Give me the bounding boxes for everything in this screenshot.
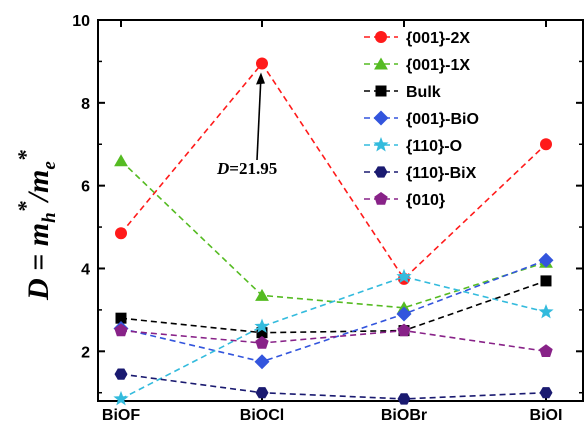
legend-label: {001}-1X	[406, 57, 470, 74]
legend-marker	[373, 137, 389, 152]
legend-label: {001}-BiO	[406, 111, 479, 128]
series-group	[115, 275, 552, 339]
legend-marker	[374, 166, 388, 178]
data-point	[115, 227, 127, 240]
data-point	[396, 268, 412, 284]
series-group	[115, 57, 552, 285]
legend-item: {110}-BiX	[364, 165, 477, 182]
data-point	[538, 304, 554, 319]
series-group	[114, 154, 553, 314]
data-point	[255, 387, 269, 399]
legend-marker	[374, 57, 388, 70]
axes	[97, 19, 584, 402]
data-point	[539, 344, 553, 357]
legend-item: {001}-2X	[364, 30, 470, 47]
annotation-text-italic: D	[216, 159, 229, 178]
plot-frame	[97, 19, 584, 402]
legend: {001}-2X {001}-1X Bulk {001}-BiO {110}-O {110…	[364, 30, 479, 209]
series-line	[120, 280, 547, 334]
legend-item: {110}-O	[364, 137, 462, 155]
legend-marker	[374, 192, 388, 205]
series-group	[114, 368, 553, 405]
data-point	[114, 323, 128, 337]
series-group	[113, 252, 554, 370]
legend-marker	[375, 85, 387, 97]
annotation-arrow-line	[256, 75, 262, 161]
annotation-text-value: =21.95	[229, 159, 277, 178]
data-point	[113, 390, 129, 406]
y-tick-label: 8	[81, 96, 90, 113]
data-point	[254, 354, 270, 370]
data-point	[256, 57, 268, 70]
x-tick-label: BiOCl	[240, 407, 284, 424]
data-point	[538, 252, 554, 268]
data-point	[114, 154, 128, 167]
annotation-arrow-head	[256, 72, 265, 85]
data-point	[397, 323, 411, 337]
x-tick-labels: BiOF BiOCl BiOBr BiOI	[102, 407, 563, 424]
series-layer	[113, 57, 554, 406]
legend-marker	[375, 31, 387, 43]
data-point	[256, 327, 268, 339]
y-tick-labels: 2 4 6 8 10	[72, 13, 90, 361]
legend-marker	[373, 110, 389, 126]
legend-label: {110}-O	[406, 138, 462, 155]
data-point	[539, 387, 553, 399]
series-line	[120, 373, 547, 400]
series-line	[120, 329, 547, 353]
legend-item: {001}-1X	[364, 57, 470, 74]
legend-label: Bulk	[406, 84, 441, 101]
series-line	[120, 160, 547, 309]
data-point	[540, 275, 552, 287]
data-point	[255, 336, 269, 349]
x-tick-label: BiOF	[102, 407, 140, 424]
y-axis-label: D = mh*/me*	[13, 149, 60, 301]
legend-item: {010}	[364, 192, 445, 209]
legend-label: {110}-BiX	[406, 165, 477, 182]
annotation-layer: D=21.95	[216, 72, 277, 178]
legend-item: Bulk	[364, 84, 441, 101]
legend-item: {001}-BiO	[364, 110, 479, 128]
series-group	[114, 323, 553, 357]
data-point	[540, 138, 552, 151]
series-line	[120, 62, 547, 281]
x-tick-label: BiOI	[530, 407, 563, 424]
legend-label: {010}	[406, 192, 445, 209]
annotation-text: D=21.95	[216, 159, 277, 178]
series-line	[120, 275, 547, 400]
series-line	[120, 259, 547, 363]
legend-label: {001}-2X	[406, 30, 470, 47]
y-tick-label: 10	[72, 13, 90, 30]
y-tick-label: 4	[81, 261, 90, 278]
data-point	[114, 368, 128, 380]
x-tick-label: BiOBr	[381, 407, 427, 424]
data-point	[254, 318, 270, 333]
data-point	[396, 306, 412, 322]
data-point	[255, 288, 269, 301]
data-point	[115, 312, 127, 324]
data-point	[397, 393, 411, 405]
y-tick-label: 6	[81, 179, 90, 196]
series-group	[113, 268, 554, 406]
y-tick-label: 2	[81, 344, 90, 361]
